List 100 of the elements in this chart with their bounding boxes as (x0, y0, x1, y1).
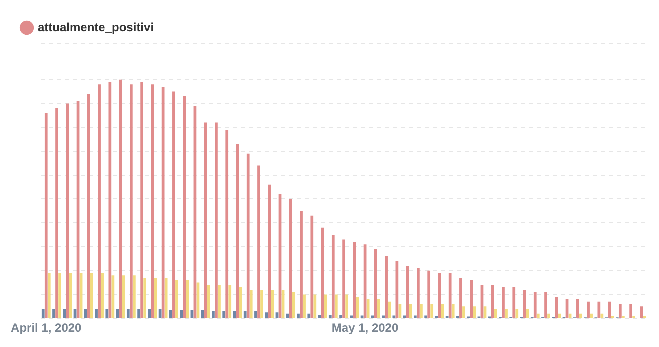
bar (409, 304, 412, 318)
bar (42, 309, 45, 318)
bar (448, 273, 452, 318)
bar (346, 294, 348, 318)
bar (548, 314, 550, 318)
bar (328, 315, 332, 318)
bar (254, 311, 258, 318)
bar (360, 316, 364, 318)
bar (630, 304, 632, 318)
bar (382, 316, 385, 318)
bar (140, 82, 144, 318)
bar (428, 270, 431, 318)
bar (218, 285, 221, 318)
bar (126, 309, 130, 318)
bar (579, 314, 582, 318)
bar (334, 294, 338, 318)
bar (505, 309, 508, 318)
bar (201, 310, 204, 318)
bar (417, 268, 420, 318)
bar (460, 278, 462, 318)
bar (303, 294, 306, 318)
bar (212, 311, 215, 318)
bar (424, 316, 428, 318)
bar (300, 211, 303, 318)
bar (58, 273, 62, 318)
bar (52, 309, 56, 318)
bar (170, 310, 172, 318)
x-tick-label: April 1, 2020 (11, 321, 82, 336)
bar (378, 300, 380, 318)
bar (350, 316, 354, 318)
bar (470, 280, 474, 318)
bar (310, 216, 314, 318)
bar (148, 309, 152, 318)
bar (215, 122, 218, 318)
bar (180, 310, 183, 318)
bar (353, 242, 356, 318)
bar (258, 166, 260, 318)
bar (414, 316, 417, 318)
bar (246, 154, 250, 318)
bar (133, 276, 136, 318)
bar (558, 314, 562, 318)
bar (598, 302, 601, 318)
bar (534, 292, 537, 318)
bar (576, 300, 580, 318)
bar (340, 315, 342, 318)
bar (587, 302, 590, 318)
bar (98, 84, 101, 318)
bar (95, 309, 98, 318)
bar (84, 309, 88, 318)
bar (144, 278, 147, 318)
bar (392, 316, 396, 318)
bar (66, 104, 70, 318)
bar (491, 285, 494, 318)
bar (374, 249, 378, 318)
bar (222, 311, 226, 318)
bar (226, 130, 229, 318)
bar (56, 108, 58, 318)
bar (289, 199, 292, 318)
bar (385, 256, 388, 318)
bar (204, 122, 208, 318)
bar (371, 316, 374, 318)
bar (403, 316, 406, 318)
bar (130, 84, 133, 318)
bar (162, 86, 165, 318)
bar (512, 288, 516, 318)
bar (69, 273, 72, 318)
bar (172, 92, 176, 318)
bar (186, 280, 190, 318)
bar (356, 297, 360, 318)
bar (260, 290, 264, 318)
bar (473, 306, 476, 318)
bar (555, 297, 558, 318)
bar (265, 312, 268, 318)
bar (314, 294, 317, 318)
bar (462, 306, 466, 318)
bar (536, 314, 540, 318)
bar (286, 314, 290, 318)
bar (618, 304, 622, 318)
bar (176, 280, 178, 318)
bar (342, 240, 346, 318)
bar (48, 273, 51, 318)
bar (183, 96, 186, 318)
bar (292, 292, 296, 318)
bar (106, 309, 109, 318)
bar (544, 292, 548, 318)
bar (268, 184, 272, 318)
bar (420, 304, 423, 318)
x-tick-label: May 1, 2020 (332, 321, 399, 336)
bar (164, 278, 168, 318)
bar (244, 311, 247, 318)
bar (63, 309, 66, 318)
bar (87, 94, 90, 318)
bar (494, 309, 498, 318)
bar (332, 235, 335, 318)
bar (90, 273, 94, 318)
bar (250, 290, 253, 318)
bar (308, 314, 311, 318)
bar (516, 309, 519, 318)
bar (452, 304, 455, 318)
bar (388, 302, 391, 318)
